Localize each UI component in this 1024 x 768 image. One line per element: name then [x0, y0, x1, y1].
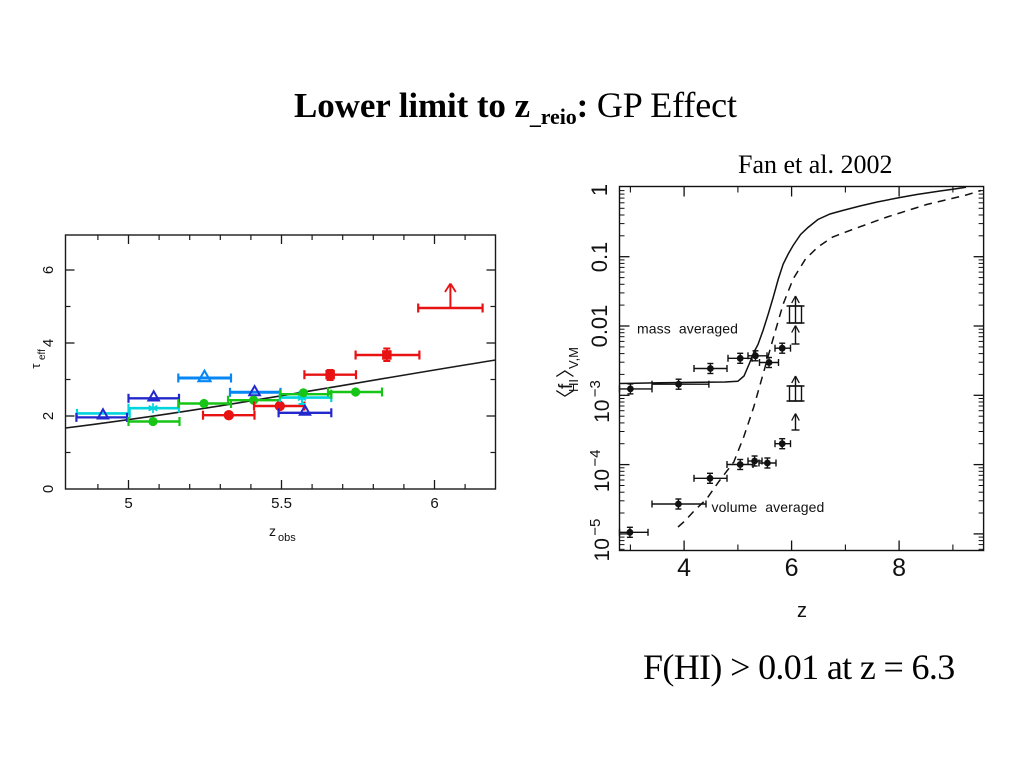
svg-text:8: 8	[892, 554, 906, 582]
svg-text:〉: 〉	[555, 359, 577, 378]
svg-text:4: 4	[40, 339, 57, 347]
svg-text:6: 6	[40, 266, 57, 274]
svg-text:10: 10	[591, 538, 614, 561]
svg-text:1: 1	[587, 184, 612, 196]
svg-text:HI: HI	[566, 379, 581, 392]
svg-text:2: 2	[40, 412, 57, 420]
svg-text:z: z	[269, 523, 276, 539]
svg-text:volume averaged: volume averaged	[712, 499, 825, 515]
svg-text:0.01: 0.01	[587, 305, 612, 348]
svg-text:mass averaged: mass averaged	[637, 321, 738, 337]
svg-text:0: 0	[40, 485, 57, 493]
svg-text:10: 10	[591, 400, 614, 423]
svg-text:−3: −3	[587, 380, 604, 397]
svg-text:0.1: 0.1	[587, 242, 612, 273]
svg-text:6: 6	[430, 495, 438, 512]
svg-text:5: 5	[124, 495, 132, 512]
svg-text:eff: eff	[37, 349, 48, 360]
svg-text:z: z	[797, 600, 807, 622]
svg-text:10: 10	[591, 469, 614, 492]
svg-text:6: 6	[785, 554, 799, 582]
svg-text:−4: −4	[587, 449, 604, 466]
svg-text:−5: −5	[587, 519, 604, 536]
svg-text:τ: τ	[28, 363, 43, 369]
svg-text:〈f: 〈f	[555, 383, 577, 408]
svg-text:V,M: V,M	[566, 347, 581, 369]
svg-text:5.5: 5.5	[271, 495, 292, 512]
svg-text:4: 4	[677, 554, 691, 582]
svg-text:obs: obs	[278, 532, 296, 544]
